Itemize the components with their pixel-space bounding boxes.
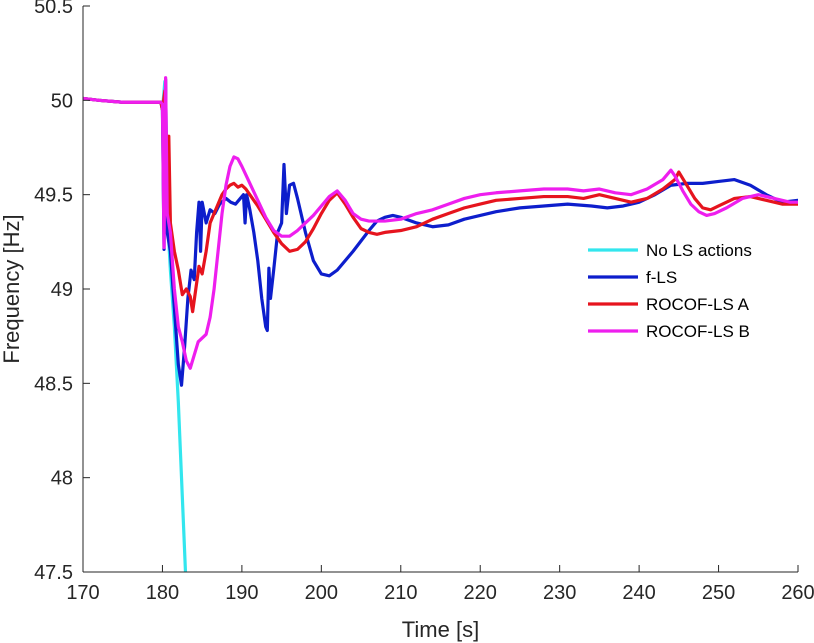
legend-label: ROCOF-LS B — [646, 322, 750, 341]
x-tick-label: 210 — [384, 582, 417, 604]
x-tick-label: 250 — [702, 582, 735, 604]
y-axis-title: Frequency [Hz] — [0, 214, 24, 363]
series-line-rocof-ls-a — [83, 89, 798, 314]
x-axis-title: Time [s] — [402, 617, 479, 642]
legend: No LS actions f-LS ROCOF-LS A ROCOF-LS B — [588, 241, 752, 341]
x-tick-label: 240 — [622, 582, 655, 604]
y-tick-label: 50.5 — [34, 0, 73, 18]
y-tick-label: 48.5 — [34, 373, 73, 395]
x-tick-label: 180 — [146, 582, 179, 604]
series-line-rocof-ls-b — [83, 76, 798, 370]
x-tick-label: 260 — [781, 582, 814, 604]
y-tick-label: 49 — [51, 279, 73, 301]
legend-label: ROCOF-LS A — [646, 295, 750, 314]
series-line-f-ls — [83, 77, 798, 387]
series-layer — [83, 76, 798, 572]
legend-label: No LS actions — [646, 241, 752, 260]
x-tick-label: 200 — [305, 582, 338, 604]
x-tick-label: 230 — [543, 582, 576, 604]
y-tick-label: 48 — [51, 468, 73, 490]
y-tick-label: 47.5 — [34, 562, 73, 584]
x-tick-label: 170 — [66, 582, 99, 604]
x-tick-label: 220 — [464, 582, 497, 604]
legend-label: f-LS — [646, 268, 677, 287]
y-tick-label: 50 — [51, 90, 73, 112]
y-tick-label: 49.5 — [34, 185, 73, 207]
x-tick-label: 190 — [225, 582, 258, 604]
ticks: 170 180 190 200 210 220 230 240 250 260 47.5 48 48.5… — [34, 0, 814, 604]
